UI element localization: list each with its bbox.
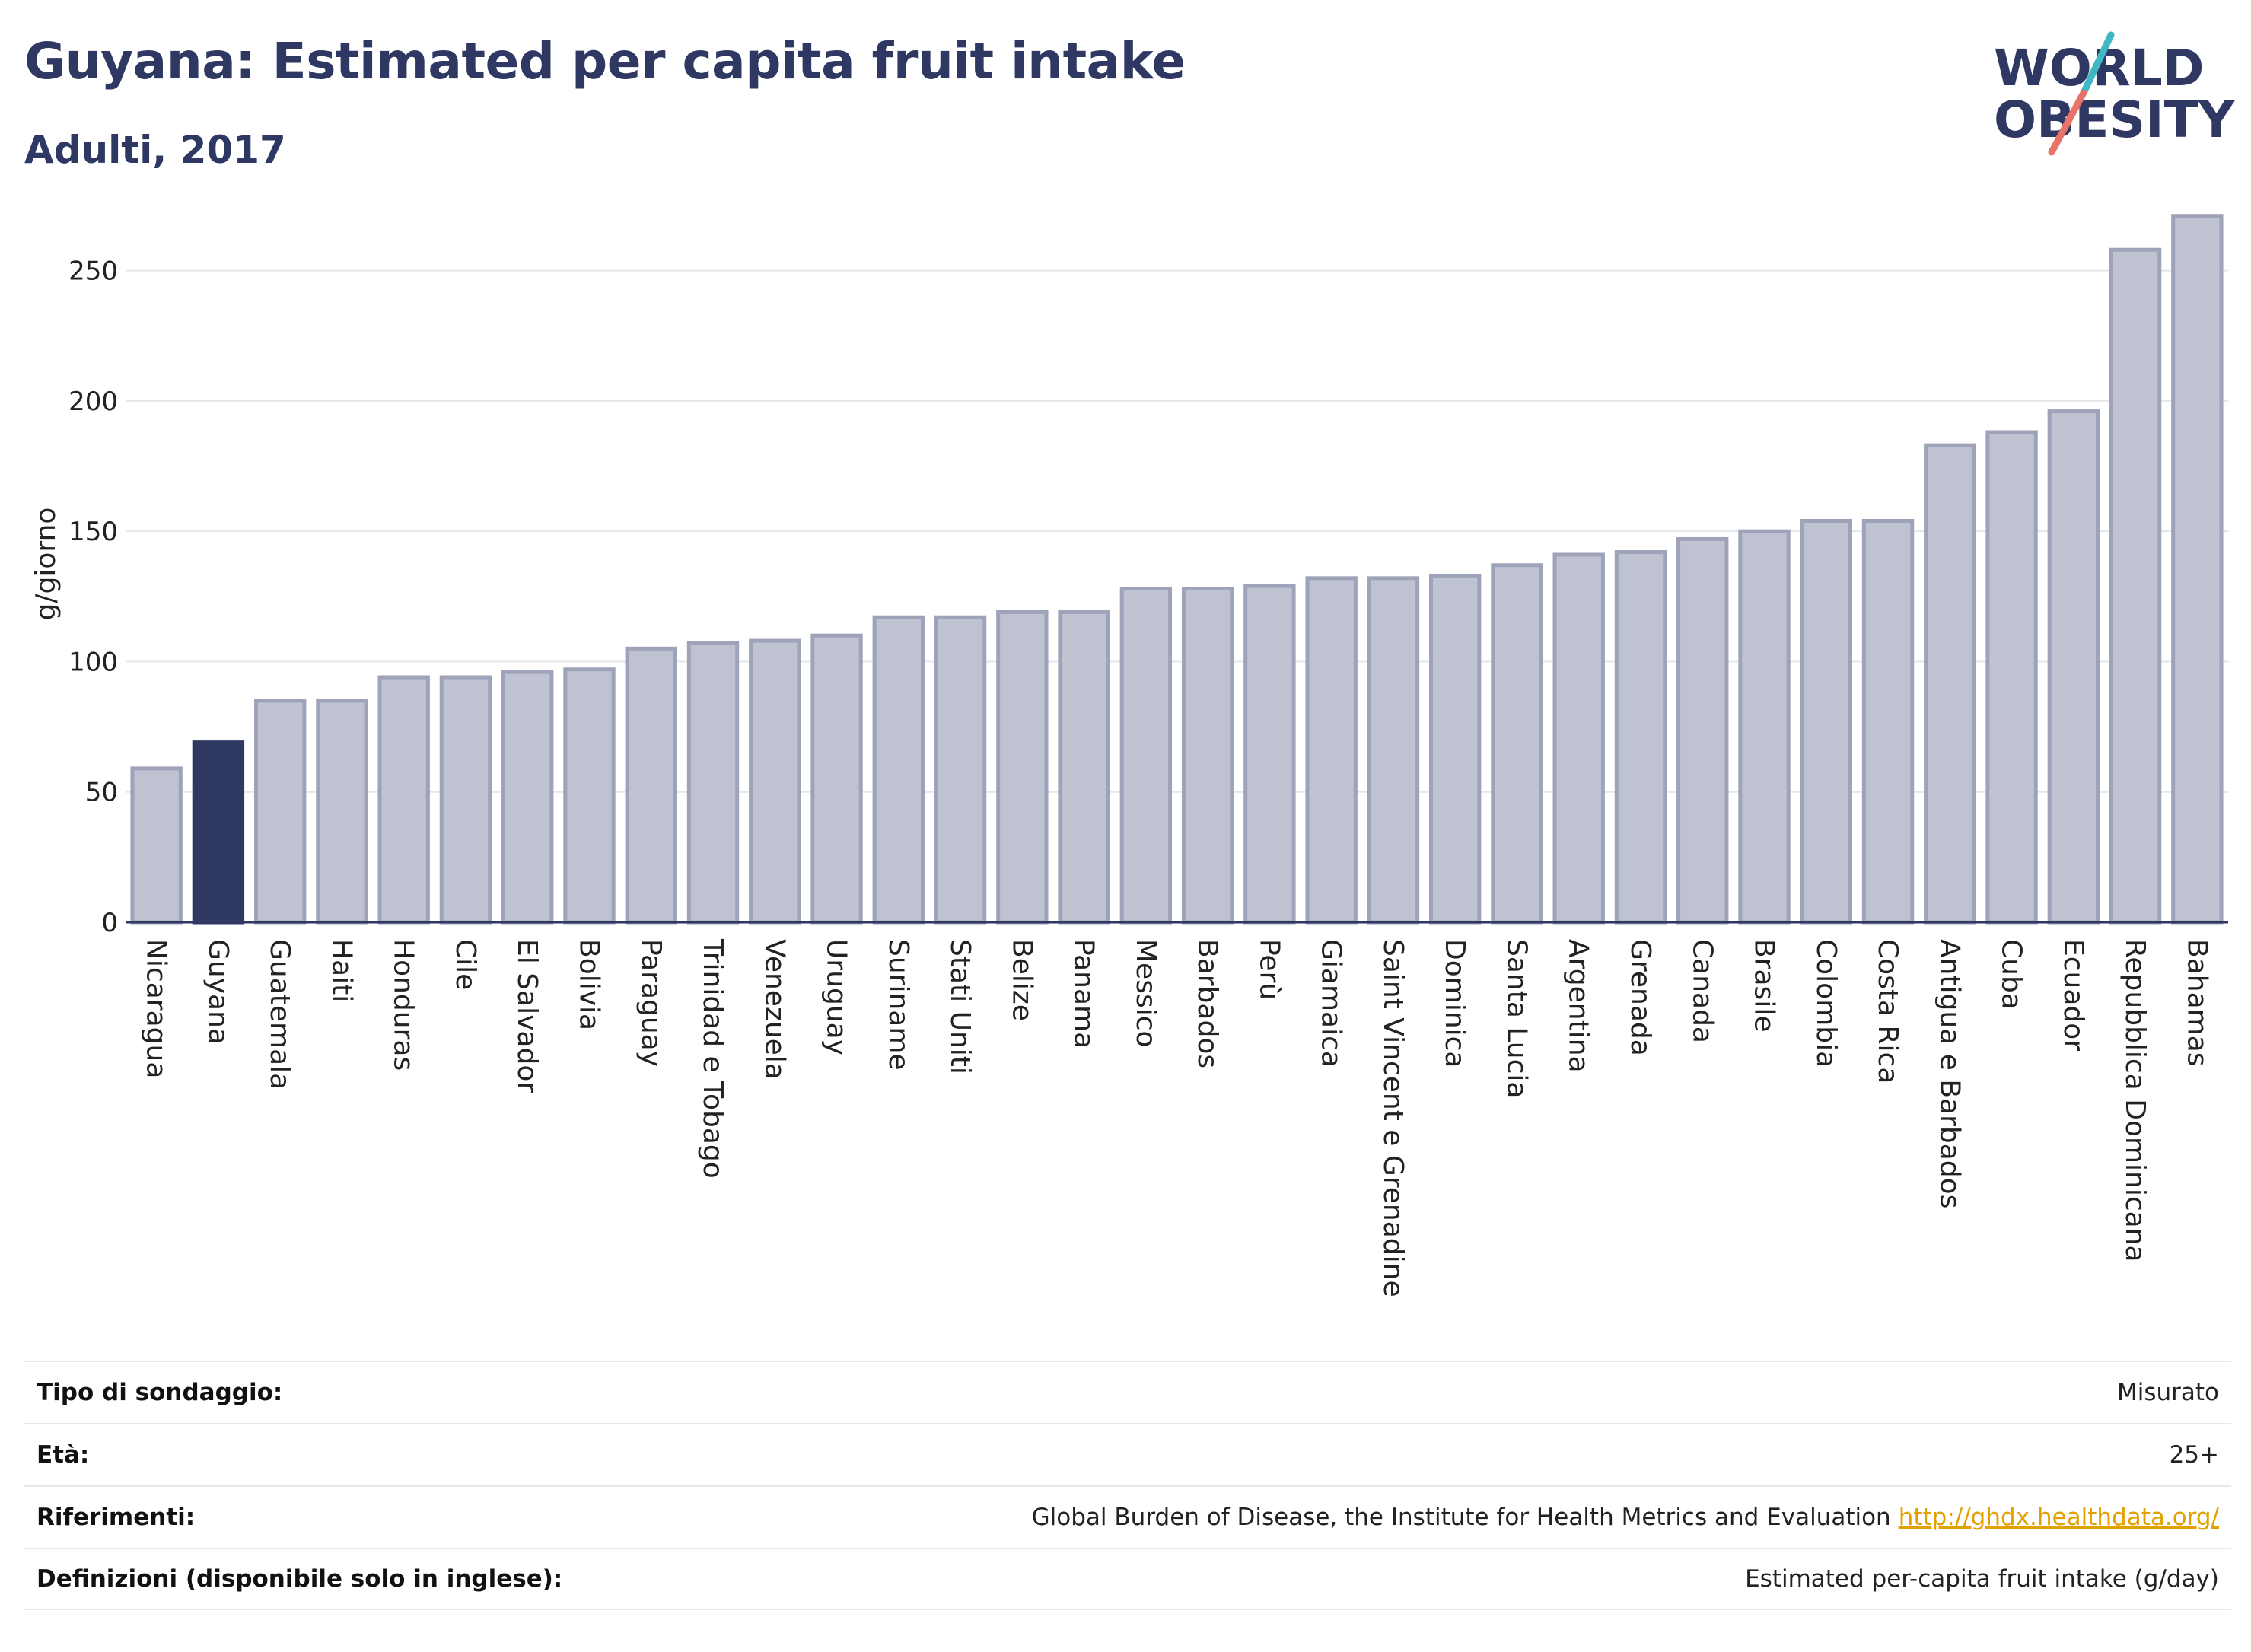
x-tick-label: El Salvador [511, 939, 543, 1093]
info-row-definitions: Definizioni (disponibile solo in inglese… [24, 1548, 2231, 1610]
bar-suriname [872, 615, 925, 925]
chart-title: Guyana: Estimated per capita fruit intak… [24, 32, 1186, 91]
x-tick-label: Honduras [388, 939, 419, 1071]
x-tick-label: Haiti [326, 939, 357, 1002]
x-tick-label: Colombia [1810, 939, 1842, 1068]
y-axis-label: g/giorno [30, 508, 62, 621]
x-tick-label: Guyana [202, 939, 234, 1045]
info-label: Tipo di sondaggio: [37, 1379, 283, 1406]
x-tick-label: Santa Lucia [1501, 939, 1532, 1098]
x-tick-label: Paraguay [635, 939, 667, 1067]
info-label: Riferimenti: [37, 1504, 196, 1531]
x-tick-label: Dominica [1439, 939, 1470, 1068]
info-label: Definizioni (disponibile solo in inglese… [37, 1565, 563, 1593]
bar-belize [996, 610, 1049, 925]
bar-panama [1058, 610, 1110, 925]
chart-subtitle: Adulti, 2017 [24, 128, 286, 172]
info-label: Età: [37, 1441, 90, 1469]
bar-barbados [1181, 587, 1234, 925]
info-value-wrap: Global Burden of Disease, the Institute … [1032, 1504, 2219, 1531]
x-tick-label: Venezuela [759, 939, 790, 1080]
x-tick-label: Cile [450, 939, 481, 990]
x-tick-label: Uruguay [821, 939, 852, 1055]
x-tick-label: Repubblica Dominicana [2119, 939, 2151, 1262]
info-row-survey-type: Tipo di sondaggio: Misurato [24, 1361, 2231, 1423]
bar-canada [1676, 536, 1729, 925]
x-tick-label: Panama [1068, 939, 1100, 1049]
x-tick-label: Costa Rica [1872, 939, 1903, 1084]
x-tick-label: Perù [1253, 939, 1285, 1000]
world-obesity-logo: WORLD OBESITY [1994, 31, 2236, 156]
bar-messico [1119, 587, 1173, 925]
x-tick-label: Grenada [1625, 939, 1656, 1056]
bar-uruguay [810, 633, 863, 925]
y-tick-label: 250 [68, 256, 118, 287]
x-tick-label: Bolivia [573, 939, 604, 1030]
bar-santa-lucia [1491, 563, 1543, 925]
x-tick-label: Suriname [883, 939, 914, 1071]
info-value: 25+ [2169, 1441, 2219, 1469]
bar-giamaica [1305, 576, 1358, 925]
x-tick-label: Argentina [1563, 939, 1594, 1073]
x-tick-label: Antigua e Barbados [1934, 939, 1965, 1208]
info-value: Misurato [2116, 1379, 2219, 1406]
x-tick-label: Stati Uniti [944, 939, 976, 1074]
x-tick-label: Guatemala [264, 939, 295, 1090]
bar-repubblica-dominicana [2109, 247, 2162, 925]
x-tick-label: Messico [1130, 939, 1161, 1048]
bar-honduras [377, 675, 430, 925]
x-tick-label: Nicaragua [141, 939, 172, 1078]
y-tick-label: 0 [101, 908, 118, 938]
bar-colombia [1800, 518, 1852, 925]
bar-grenada [1614, 550, 1667, 925]
bar-saint-vincent-e-grenadine [1367, 576, 1420, 925]
bar-antigua-e-barbados [1924, 443, 1976, 925]
bar-cuba [1985, 430, 2038, 925]
bar-costa-rica [1861, 518, 1915, 925]
info-value: Estimated per-capita fruit intake (g/day… [1745, 1565, 2219, 1593]
bar-argentina [1552, 552, 1605, 925]
x-tick-label: Canada [1686, 939, 1718, 1043]
info-row-references: Riferimenti: Global Burden of Disease, t… [24, 1485, 2231, 1548]
bar-paraguay [625, 646, 677, 925]
x-tick-label: Trinidad e Tobago [697, 938, 728, 1179]
info-value: Global Burden of Disease, the Institute … [1031, 1504, 1891, 1531]
y-tick-label: 50 [85, 778, 118, 808]
bar-guatemala [253, 699, 307, 925]
bar-haiti [316, 699, 368, 925]
bar-per- [1243, 584, 1296, 925]
bar-guyana [192, 740, 245, 925]
x-tick-label: Barbados [1192, 939, 1223, 1068]
y-tick-label: 200 [68, 387, 118, 417]
bar-bolivia [563, 667, 616, 925]
y-tick-label: 100 [68, 647, 118, 677]
bar-venezuela [749, 638, 801, 925]
logo-slash-coral [2048, 89, 2087, 156]
x-tick-label: Ecuador [2058, 939, 2089, 1051]
bar-dominica [1428, 573, 1482, 925]
bar-trinidad-e-tobago [686, 641, 740, 925]
x-tick-label: Giamaica [1316, 939, 1347, 1068]
bar-brasile [1738, 529, 1791, 925]
logo-slash-teal [2080, 31, 2115, 97]
bar-el-salvador [501, 670, 554, 925]
reference-link[interactable]: http://ghdx.healthdata.org/ [1898, 1504, 2219, 1531]
x-tick-label: Belize [1006, 939, 1037, 1021]
info-table: Tipo di sondaggio: Misurato Età: 25+ Rif… [24, 1361, 2231, 1610]
bar-nicaragua [130, 766, 183, 925]
x-tick-label: Brasile [1749, 939, 1780, 1032]
bar-ecuador [2047, 409, 2100, 925]
bar-stati-uniti [934, 615, 987, 925]
logo-text-obesity: OBESITY [1994, 91, 2236, 149]
bar-cile [439, 675, 492, 925]
x-tick-label: Bahamas [2181, 939, 2212, 1067]
y-tick-label: 150 [68, 517, 118, 547]
bar-chart: 0 50 100 150 200 250 g/giorno Nicaragua Guyana Gu… [30, 214, 2228, 1297]
x-tick-label: Saint Vincent e Grenadine [1377, 939, 1409, 1297]
info-row-age: Età: 25+ [24, 1423, 2231, 1485]
x-tick-label: Cuba [1996, 939, 2027, 1010]
bar-bahamas [2171, 214, 2224, 925]
